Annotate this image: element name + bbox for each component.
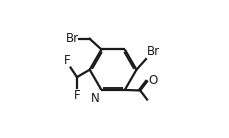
Text: F: F <box>73 89 80 102</box>
Text: O: O <box>147 74 156 87</box>
Text: Br: Br <box>146 45 159 58</box>
Text: Br: Br <box>65 32 78 45</box>
Text: F: F <box>63 54 70 67</box>
Text: N: N <box>90 92 99 105</box>
